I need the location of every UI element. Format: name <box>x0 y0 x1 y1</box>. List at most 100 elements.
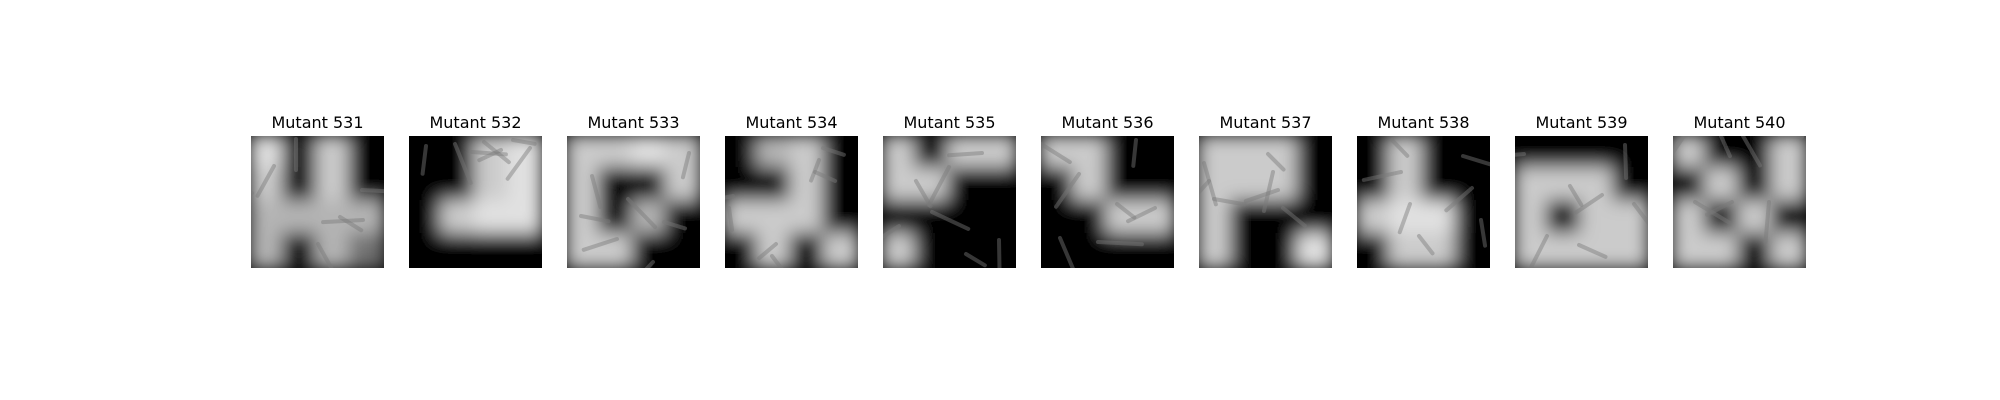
mask-cell <box>1263 136 1301 171</box>
texture-stroke <box>883 224 901 239</box>
mask-cell <box>1263 167 1301 204</box>
mask-cell <box>1421 167 1459 204</box>
mask-cell <box>1230 200 1268 237</box>
mutant-image <box>725 136 858 268</box>
mask-cell <box>1296 167 1332 204</box>
panel-title: Mutant 532 <box>429 113 522 132</box>
mask-cell <box>348 200 384 237</box>
texture-stroke <box>1741 136 1762 168</box>
mask-cell <box>1072 200 1110 237</box>
mask-cell <box>348 233 384 268</box>
mask-cell <box>1357 167 1393 204</box>
texture-stroke <box>470 150 508 157</box>
mask-cell <box>1388 200 1426 237</box>
mask-cell <box>789 167 827 204</box>
texture-stroke <box>1417 234 1435 256</box>
texture-stroke <box>1041 142 1072 165</box>
mask-cell <box>1230 233 1268 268</box>
texture-stroke <box>579 214 611 224</box>
texture-stroke <box>770 254 784 268</box>
mask-cell <box>947 233 985 268</box>
mutant-image <box>883 136 1016 268</box>
mask-cell <box>1770 167 1806 204</box>
texture-stroke <box>590 174 603 209</box>
mask-cell <box>883 200 919 237</box>
texture-stroke <box>1131 138 1138 168</box>
texture-stroke <box>1763 200 1771 244</box>
mask-cell <box>1454 167 1490 204</box>
mask-cell <box>1199 233 1235 268</box>
mutant-image-svg <box>1515 136 1648 268</box>
mask-cell <box>947 136 985 171</box>
texture-stroke <box>477 148 503 163</box>
mask-cell <box>598 200 636 237</box>
texture-stroke <box>453 142 473 185</box>
mask-cell <box>1612 233 1648 268</box>
mask-cell <box>1230 136 1268 171</box>
panel-title: Mutant 536 <box>1061 113 1154 132</box>
mask-cell <box>598 167 636 204</box>
mutant-image <box>1199 136 1332 268</box>
texture-stroke <box>947 151 984 158</box>
mutant-image <box>251 136 384 268</box>
mask-cell <box>1737 136 1775 171</box>
mask-cell <box>1041 136 1077 171</box>
mask-cell <box>1421 233 1459 268</box>
mask-cell <box>409 200 445 237</box>
texture-stroke <box>926 165 951 207</box>
texture-stroke <box>821 146 846 157</box>
mask-cell <box>506 136 542 171</box>
mask-cell <box>1579 233 1617 268</box>
mask-cell <box>1579 200 1617 237</box>
texture-stroke <box>1212 197 1247 207</box>
mask-cell <box>1105 136 1143 171</box>
texture-stroke <box>1281 206 1307 228</box>
texture-stroke <box>964 252 987 268</box>
mask-cell <box>598 233 636 268</box>
mask-cell <box>789 233 827 268</box>
mask-cell <box>473 167 511 204</box>
mutant-image-svg <box>409 136 542 268</box>
mask-cell <box>1454 136 1490 171</box>
mask-cell <box>1515 136 1551 171</box>
texture-stroke <box>1266 152 1286 172</box>
mask-cell <box>1138 200 1174 237</box>
mask-cell <box>789 200 827 237</box>
texture-stroke <box>644 260 655 268</box>
texture-stroke <box>1528 234 1549 268</box>
mask-cell <box>980 233 1016 268</box>
mask-cell <box>251 233 287 268</box>
mask-cell <box>1072 136 1110 171</box>
mask-cell <box>883 136 919 171</box>
mask-cell <box>440 136 478 171</box>
mask-cell <box>725 136 761 171</box>
mask-cell <box>440 167 478 204</box>
mask-cell <box>914 200 952 237</box>
mask-cell <box>631 200 669 237</box>
mask-cell <box>883 233 919 268</box>
mask-cell <box>506 167 542 204</box>
mask-cell <box>1546 233 1584 268</box>
mask-cell <box>1770 136 1806 171</box>
mask-cell <box>1579 136 1617 171</box>
mask-cell <box>1105 167 1143 204</box>
mask-cell <box>473 200 511 237</box>
texture-stroke <box>1719 136 1732 159</box>
texture-stroke <box>757 242 778 261</box>
mask-cell <box>822 136 858 171</box>
texture-stroke <box>997 238 1002 268</box>
mask-cell <box>1041 167 1077 204</box>
mask-cell <box>598 136 636 171</box>
mask-cell <box>1546 136 1584 171</box>
mask-cell <box>567 167 603 204</box>
mask-cell <box>1704 136 1742 171</box>
texture-stroke <box>1397 202 1412 235</box>
mask-cell <box>1673 167 1709 204</box>
mask-cell <box>1579 167 1617 204</box>
mask-cell <box>315 233 353 268</box>
mask-cell <box>914 167 952 204</box>
mask-cell <box>725 200 761 237</box>
mask-cell <box>664 167 700 204</box>
mask-cell <box>725 233 761 268</box>
mask-cell <box>1454 200 1490 237</box>
